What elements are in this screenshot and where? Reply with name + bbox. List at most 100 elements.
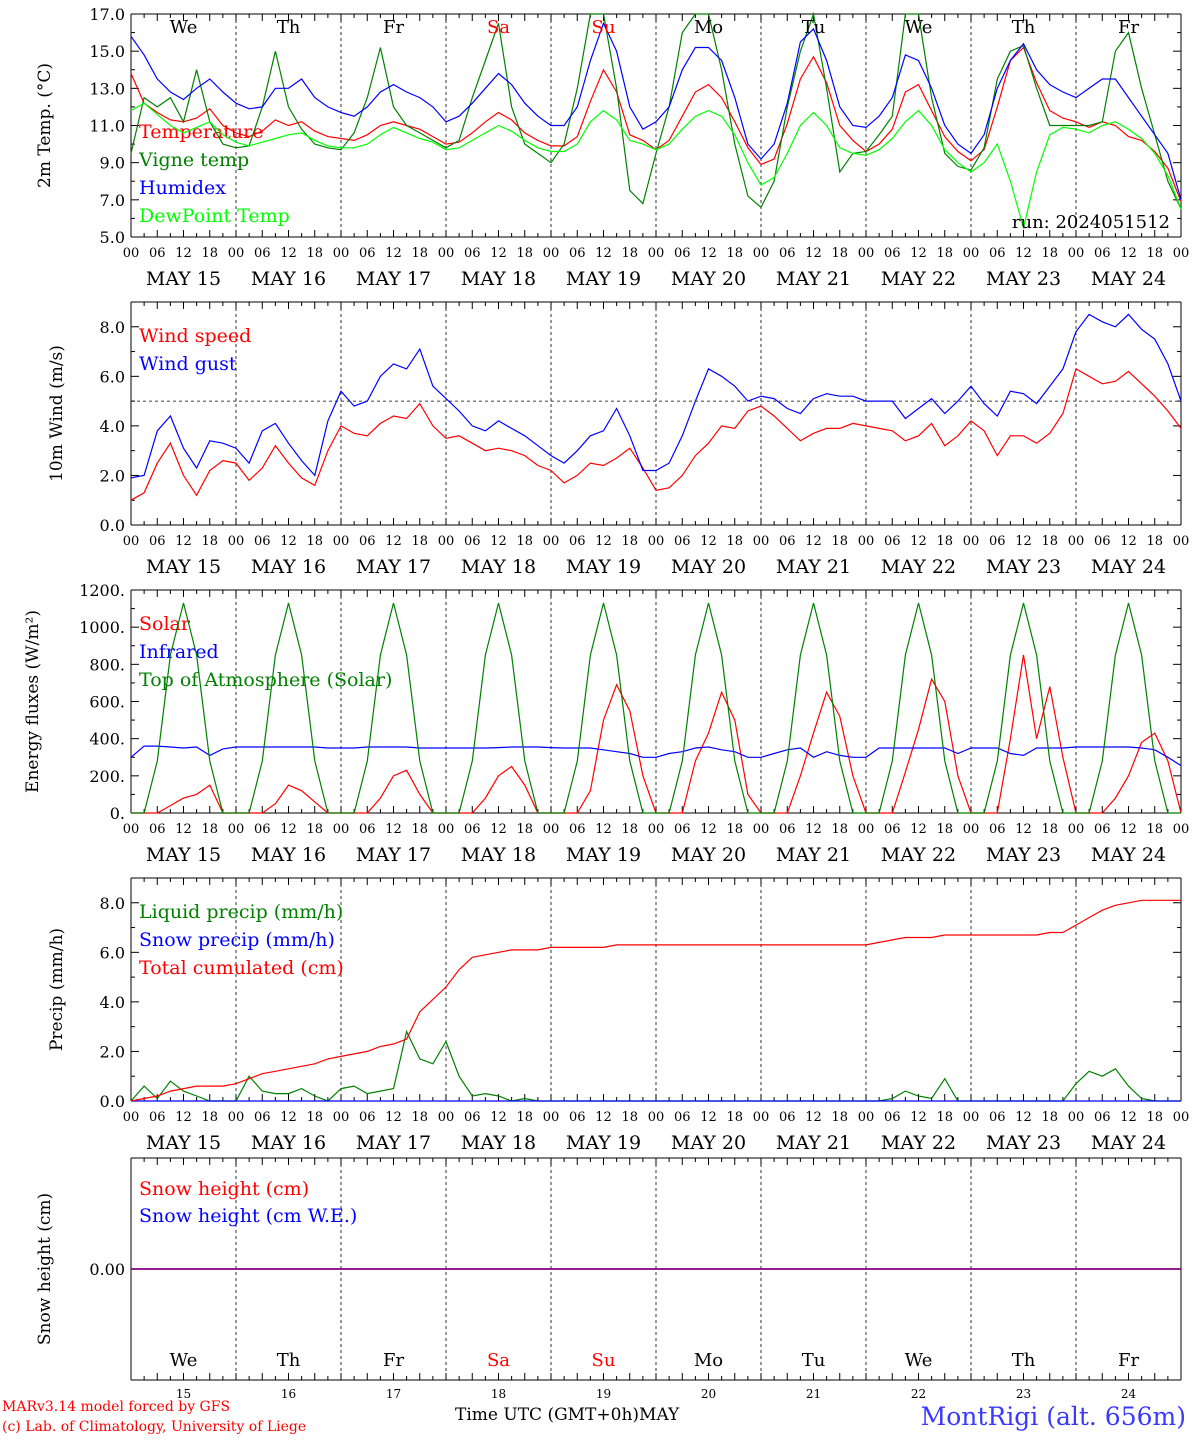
date-label: MAY 15 xyxy=(146,268,221,290)
hour-tick-label: 06 xyxy=(674,822,691,837)
legend-entry: Top of Atmosphere (Solar) xyxy=(139,669,392,691)
hour-tick-label: 06 xyxy=(569,822,586,837)
weekday-label: Fr xyxy=(1118,1350,1139,1371)
hour-tick-label: 18 xyxy=(411,1110,428,1125)
hour-tick-label: 18 xyxy=(1146,246,1163,261)
hour-tick-label: 12 xyxy=(175,1110,192,1125)
weekday-label: We xyxy=(170,17,198,38)
y-tick-label: 1000. xyxy=(79,618,125,637)
hour-tick-label: 12 xyxy=(700,246,717,261)
hour-tick-label: 00 xyxy=(123,1110,140,1125)
legend-entry: Solar xyxy=(139,613,191,635)
hour-tick-label: 00 xyxy=(438,1110,455,1125)
hour-tick-label: 00 xyxy=(1068,246,1085,261)
hour-tick-label: 12 xyxy=(595,1110,612,1125)
model-credit: MARv3.14 model forced by GFS xyxy=(2,1399,231,1415)
panel-2: 0.0 2.0 4.0 6.0 8.0 10m Wind (m/s) Wind speed W… xyxy=(47,301,1189,578)
hour-tick-label: 06 xyxy=(674,1110,691,1125)
date-label: MAY 22 xyxy=(881,844,956,866)
hour-tick-label: 00 xyxy=(543,1110,560,1125)
weekday-label: We xyxy=(905,17,933,38)
date-label: MAY 20 xyxy=(671,844,746,866)
weekday-label: Sa xyxy=(487,17,510,38)
y-tick-label: 4.0 xyxy=(100,417,125,436)
date-label: MAY 22 xyxy=(881,268,956,290)
hour-tick-label: 12 xyxy=(805,534,822,549)
hour-tick-label: 00 xyxy=(228,822,245,837)
hour-tick-label: 00 xyxy=(858,246,875,261)
y-tick-label: 13.0 xyxy=(89,79,125,98)
hour-tick-label: 00 xyxy=(858,534,875,549)
hour-tick-label: 06 xyxy=(884,1110,901,1125)
hour-tick-label: 06 xyxy=(464,246,481,261)
date-label: MAY 19 xyxy=(566,268,641,290)
hour-tick-label: 00 xyxy=(1173,1110,1190,1125)
hour-tick-label: 12 xyxy=(490,1110,507,1125)
weekday-label: Th xyxy=(1012,17,1036,38)
panel-3: 0. 200. 400. 600. 800. 1000. 1200. Energy fluxe… xyxy=(23,581,1189,866)
hour-tick-label: 00 xyxy=(1173,246,1190,261)
hour-tick-label: 06 xyxy=(779,246,796,261)
hour-tick-label: 06 xyxy=(569,534,586,549)
date-label: MAY 16 xyxy=(251,556,326,578)
weekday-label: Tu xyxy=(802,17,826,38)
hour-tick-label: 18 xyxy=(726,534,743,549)
date-label: MAY 21 xyxy=(776,268,851,290)
hour-tick-label: 06 xyxy=(884,534,901,549)
weekday-label: Su xyxy=(592,1350,616,1371)
hour-tick-label: 12 xyxy=(385,246,402,261)
hour-tick-label: 00 xyxy=(228,1110,245,1125)
hour-tick-label: 18 xyxy=(306,1110,323,1125)
hour-tick-label: 00 xyxy=(753,246,770,261)
hour-tick-label: 06 xyxy=(674,534,691,549)
legend-entry: Total cumulated (cm) xyxy=(139,957,344,979)
y-tick-label: 6.0 xyxy=(100,367,125,386)
day-number-label: 20 xyxy=(701,1387,716,1401)
hour-tick-label: 06 xyxy=(779,534,796,549)
weekday-label: Mo xyxy=(694,1350,723,1371)
hour-tick-label: 12 xyxy=(175,534,192,549)
legend-entry: Humidex xyxy=(139,177,226,199)
hour-tick-label: 06 xyxy=(149,246,166,261)
hour-tick-label: 18 xyxy=(1041,246,1058,261)
hour-tick-label: 00 xyxy=(1173,822,1190,837)
y-tick-label: 600. xyxy=(89,693,125,712)
hour-tick-label: 00 xyxy=(333,1110,350,1125)
weekday-label: Th xyxy=(277,1350,301,1371)
hour-tick-label: 12 xyxy=(1120,534,1137,549)
series-line-vigne-temp xyxy=(130,11,1182,210)
hour-tick-label: 18 xyxy=(411,534,428,549)
date-label: MAY 16 xyxy=(251,1132,326,1154)
hour-tick-label: 00 xyxy=(753,534,770,549)
hour-tick-label: 12 xyxy=(1120,246,1137,261)
weekday-label: We xyxy=(170,1350,198,1371)
y-tick-label: 0.0 xyxy=(100,1092,125,1111)
hour-tick-label: 18 xyxy=(306,822,323,837)
hour-tick-label: 06 xyxy=(254,1110,271,1125)
y-tick-label: 1200. xyxy=(79,581,125,600)
hour-tick-label: 12 xyxy=(700,822,717,837)
y-tick-label: 15.0 xyxy=(89,42,125,61)
day-number-label: 22 xyxy=(911,1387,926,1401)
hour-tick-label: 12 xyxy=(280,534,297,549)
hour-tick-label: 00 xyxy=(543,534,560,549)
series-line-wind-gust xyxy=(130,313,1182,479)
y-tick-label: 9.0 xyxy=(100,154,125,173)
weekday-label: Fr xyxy=(383,17,404,38)
hour-tick-label: 00 xyxy=(753,1110,770,1125)
series-line-total-cumulated-cm- xyxy=(130,899,1181,1102)
hour-tick-label: 12 xyxy=(1015,1110,1032,1125)
hour-tick-label: 12 xyxy=(175,246,192,261)
hour-tick-label: 18 xyxy=(621,822,638,837)
hour-tick-label: 12 xyxy=(805,1110,822,1125)
day-number-label: 23 xyxy=(1016,1387,1031,1401)
hour-tick-label: 12 xyxy=(700,534,717,549)
date-label: MAY 19 xyxy=(566,844,641,866)
y-axis-label: Energy fluxes (W/m²) xyxy=(23,610,43,793)
legend-entry: Wind gust xyxy=(139,353,237,375)
weekday-label: Th xyxy=(277,17,301,38)
hour-tick-label: 00 xyxy=(333,246,350,261)
hour-tick-label: 18 xyxy=(201,246,218,261)
hour-tick-label: 06 xyxy=(149,1110,166,1125)
hour-tick-label: 18 xyxy=(621,1110,638,1125)
